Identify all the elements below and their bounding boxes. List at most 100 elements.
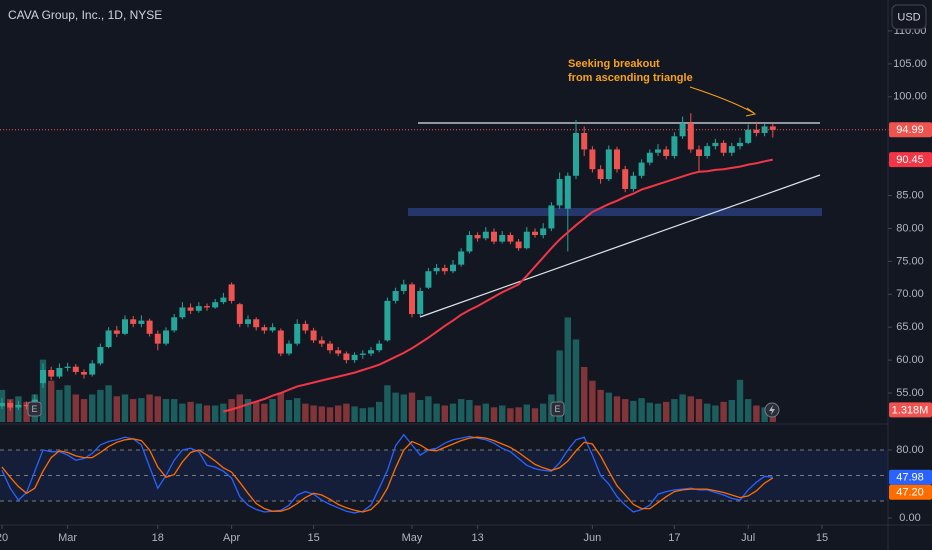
annotation-arrow-head [745,107,757,117]
volume-bar [589,380,596,422]
candle-body [64,366,71,369]
candle-body [113,330,120,334]
volume-bar [343,403,350,422]
volume-bar [581,366,588,422]
volume-bar [449,403,457,422]
candle-body [261,327,268,331]
volume-bar [663,401,670,422]
volume-bar [23,401,30,422]
candle-body [294,323,301,344]
volume-bar [605,392,612,422]
candle-body [146,320,153,334]
volume-bar [105,385,112,422]
y-tick-label: 100.00 [893,91,927,103]
volume-bar [613,396,621,422]
candle-body [466,235,473,252]
volume-bar [220,403,227,422]
candle-body [605,149,612,180]
volume-bar [48,380,55,422]
annotation: Seeking breakout [568,58,660,70]
candle-body [597,169,604,180]
candle-body [187,307,194,311]
value-box [889,152,932,168]
volume-bar [39,359,47,422]
earnings-icon: E [550,401,565,417]
volume-bar [261,403,268,422]
candle-body [630,175,637,189]
volume-bar [531,408,539,422]
candle-body [704,146,711,157]
candle-body [753,129,760,133]
volume-bar [556,350,563,422]
candle-body [540,228,547,236]
volume-bar [728,399,735,422]
candle-body [351,354,358,361]
candle-body [712,142,719,147]
volume-bar [417,399,424,422]
value-box-label: 47.20 [896,487,924,499]
currency-label: USD [897,11,920,23]
x-tick-label: Jun [584,532,602,544]
candle-body [425,271,432,288]
value-box-label: 47.98 [896,472,924,484]
candle-body [474,235,481,239]
currency-button[interactable] [891,4,927,30]
svg-text:E: E [554,404,560,414]
y-tick-label: 70.00 [896,288,924,300]
value-box-label: 1.318M [892,404,929,416]
candle-body [532,231,538,236]
candle-body [499,235,506,242]
candle-body [376,343,383,351]
stoch-line [1,436,774,513]
stoch-tick-label: 0.00 [899,512,920,524]
candle-body [761,126,768,133]
volume-bar [310,405,317,422]
candle-body [195,306,202,311]
x-tick-label: Jul [741,532,755,544]
moving-average [223,158,774,413]
volume-bar [146,394,153,422]
candle-body [556,179,563,206]
x-tick-label: Mar [58,532,77,544]
candle-body [515,241,522,249]
candle-body [417,290,424,315]
candle-body [523,231,530,249]
volume-bar [572,339,580,422]
value-box [889,469,932,485]
volume-bar [540,403,547,422]
chart-title: CAVA Group, Inc., 1D, NYSE [8,8,162,22]
volume-bar [400,394,407,422]
volume-bar [384,385,391,422]
volume-bar [753,405,760,422]
x-tick-label: 18 [152,532,164,544]
volume-bar [490,407,498,422]
volume-bar [761,407,768,422]
volume-bar [285,399,293,422]
support-zone [408,208,822,216]
candle-body [343,353,350,361]
candle-body [728,146,735,153]
volume-bar [630,400,637,422]
volume-bar [277,392,284,422]
candle-body [310,330,317,341]
volume-bar [745,399,752,422]
candle-body [163,330,169,344]
candle-body [581,132,588,150]
candle-body [392,290,399,301]
candle-body [105,330,112,347]
x-tick-label: 13 [471,532,483,544]
candle-body [548,205,555,229]
candle-body [327,343,333,351]
volume-bar [318,406,325,422]
candle-body [318,340,325,344]
volume-bar [515,407,522,422]
candle-body [89,363,96,375]
volume-bar [56,389,63,422]
volume-bar [695,399,703,422]
stoch-tick-label: 80.00 [896,444,924,456]
volume-bar [244,399,252,422]
candle-body [433,267,440,272]
y-tick-label: 80.00 [896,222,924,234]
